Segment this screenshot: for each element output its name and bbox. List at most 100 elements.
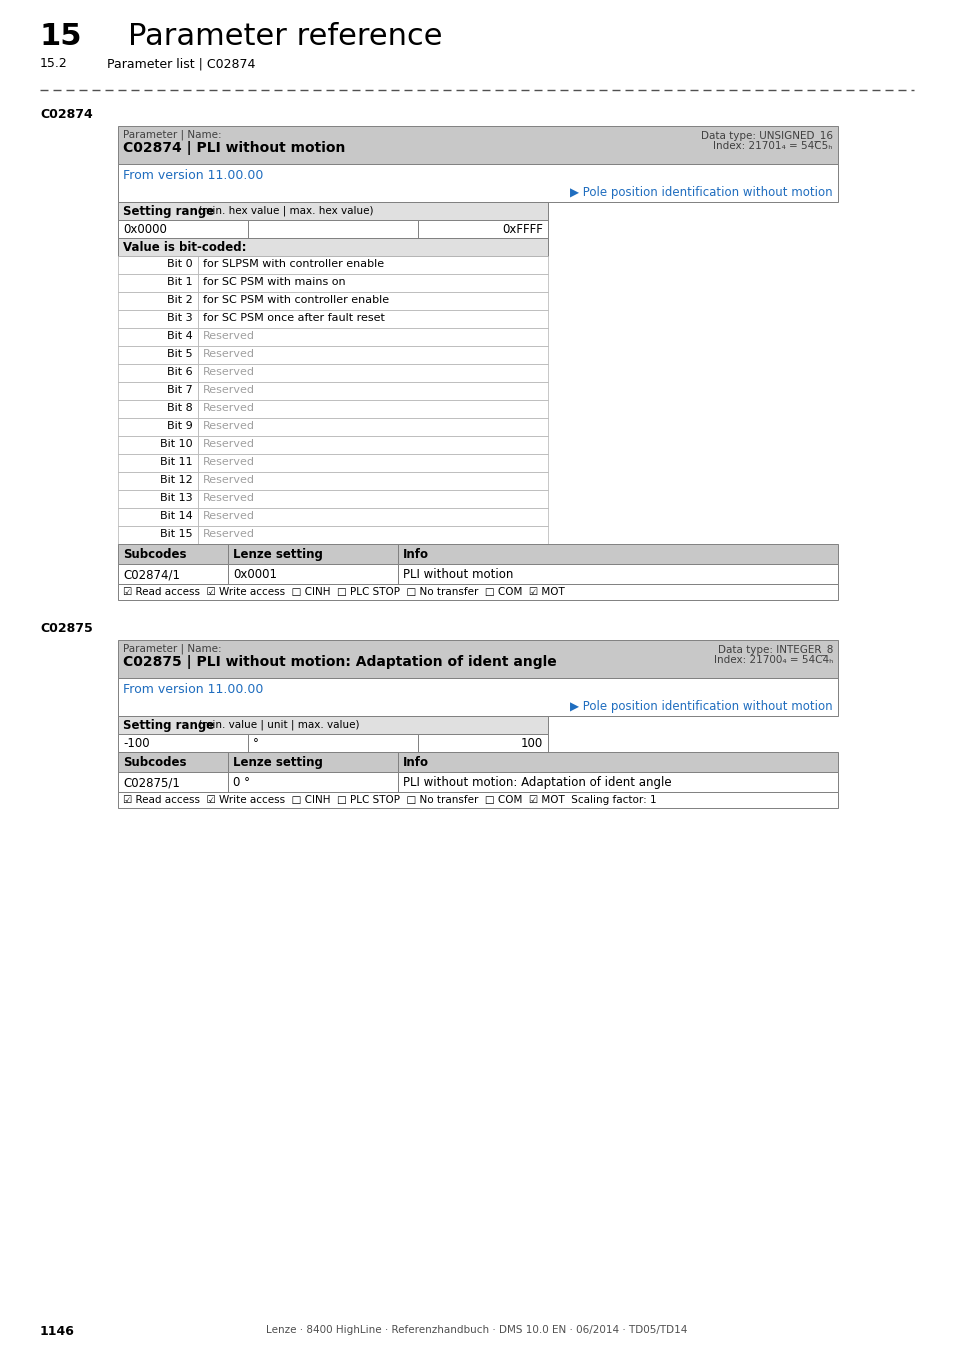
Bar — [417, 734, 547, 752]
Bar — [118, 346, 198, 365]
Text: Parameter | Name:: Parameter | Name: — [123, 130, 221, 140]
Bar — [417, 220, 547, 238]
Text: 100: 100 — [520, 737, 542, 751]
Bar — [118, 126, 837, 163]
Text: C02874 | PLI without motion: C02874 | PLI without motion — [123, 140, 345, 155]
Bar — [198, 454, 547, 472]
Text: for SC PSM once after fault reset: for SC PSM once after fault reset — [203, 313, 384, 323]
Text: Info: Info — [402, 548, 429, 562]
Bar — [228, 564, 397, 585]
Bar — [118, 752, 228, 772]
Text: Bit 8: Bit 8 — [167, 404, 193, 413]
Bar — [397, 564, 837, 585]
Bar — [118, 310, 198, 328]
Bar — [118, 585, 837, 599]
Bar — [118, 526, 198, 544]
Text: Reserved: Reserved — [203, 404, 254, 413]
Bar — [228, 752, 397, 772]
Text: Bit 7: Bit 7 — [167, 385, 193, 396]
Bar — [118, 508, 198, 526]
Bar — [228, 544, 397, 564]
Text: Info: Info — [402, 756, 429, 770]
Bar — [118, 716, 547, 734]
Text: Bit 11: Bit 11 — [160, 458, 193, 467]
Text: From version 11.00.00: From version 11.00.00 — [123, 683, 263, 697]
Bar — [397, 772, 837, 792]
Bar — [118, 734, 248, 752]
Text: PLI without motion: PLI without motion — [402, 568, 513, 580]
Text: (min. hex value | max. hex value): (min. hex value | max. hex value) — [194, 205, 374, 216]
Bar — [118, 772, 228, 792]
Bar — [118, 163, 837, 202]
Bar — [198, 382, 547, 400]
Bar — [198, 328, 547, 346]
Text: °: ° — [253, 737, 258, 751]
Text: Bit 1: Bit 1 — [167, 277, 193, 288]
Text: C02875: C02875 — [40, 622, 92, 634]
Bar — [118, 544, 228, 564]
Text: C02874: C02874 — [40, 108, 92, 122]
Bar — [118, 678, 837, 716]
Text: Reserved: Reserved — [203, 350, 254, 359]
Bar — [198, 490, 547, 508]
Text: ☑ Read access  ☑ Write access  □ CINH  □ PLC STOP  □ No transfer  □ COM  ☑ MOT: ☑ Read access ☑ Write access □ CINH □ PL… — [123, 587, 564, 597]
Text: Lenze setting: Lenze setting — [233, 548, 322, 562]
Bar — [198, 364, 547, 382]
Text: C02875 | PLI without motion: Adaptation of ident angle: C02875 | PLI without motion: Adaptation … — [123, 655, 557, 670]
Text: Parameter list | C02874: Parameter list | C02874 — [107, 57, 255, 70]
Bar — [198, 346, 547, 365]
Bar — [118, 274, 198, 292]
Text: Bit 5: Bit 5 — [167, 350, 193, 359]
Bar — [198, 526, 547, 544]
Bar — [118, 400, 198, 418]
Text: Reserved: Reserved — [203, 493, 254, 504]
Text: Value is bit-coded:: Value is bit-coded: — [123, 242, 246, 254]
Text: From version 11.00.00: From version 11.00.00 — [123, 169, 263, 182]
Bar — [198, 310, 547, 328]
Bar — [198, 274, 547, 292]
Text: Reserved: Reserved — [203, 512, 254, 521]
Bar — [198, 400, 547, 418]
Text: Bit 14: Bit 14 — [160, 512, 193, 521]
Bar — [198, 418, 547, 436]
Bar — [118, 418, 198, 436]
Bar — [397, 544, 837, 564]
Text: Data type: INTEGER_8: Data type: INTEGER_8 — [717, 644, 832, 655]
Text: Reserved: Reserved — [203, 458, 254, 467]
Text: C02874/1: C02874/1 — [123, 568, 180, 580]
Text: ▶ Pole position identification without motion: ▶ Pole position identification without m… — [570, 186, 832, 198]
Bar — [248, 220, 417, 238]
Bar — [118, 564, 228, 585]
Bar — [118, 490, 198, 508]
Text: Parameter | Name:: Parameter | Name: — [123, 644, 221, 655]
Bar — [198, 436, 547, 454]
Text: Parameter reference: Parameter reference — [128, 22, 442, 51]
Bar — [118, 256, 198, 274]
Text: Bit 13: Bit 13 — [160, 493, 193, 504]
Bar — [228, 772, 397, 792]
Text: Reserved: Reserved — [203, 529, 254, 539]
Bar — [198, 292, 547, 311]
Text: for SC PSM with mains on: for SC PSM with mains on — [203, 277, 345, 288]
Text: Bit 10: Bit 10 — [160, 439, 193, 450]
Text: 15: 15 — [40, 22, 82, 51]
Text: for SLPSM with controller enable: for SLPSM with controller enable — [203, 259, 384, 269]
Bar — [118, 364, 198, 382]
Text: Reserved: Reserved — [203, 385, 254, 396]
Text: ☑ Read access  ☑ Write access  □ CINH  □ PLC STOP  □ No transfer  □ COM  ☑ MOT  : ☑ Read access ☑ Write access □ CINH □ PL… — [123, 795, 656, 805]
Text: Bit 9: Bit 9 — [167, 421, 193, 431]
Bar — [118, 640, 837, 678]
Text: 1146: 1146 — [40, 1324, 74, 1338]
Text: Bit 12: Bit 12 — [160, 475, 193, 485]
Text: Lenze · 8400 HighLine · Referenzhandbuch · DMS 10.0 EN · 06/2014 · TD05/TD14: Lenze · 8400 HighLine · Referenzhandbuch… — [266, 1324, 687, 1335]
Text: Bit 3: Bit 3 — [167, 313, 193, 323]
Text: Bit 4: Bit 4 — [167, 331, 193, 342]
Text: Reserved: Reserved — [203, 331, 254, 342]
Bar — [198, 256, 547, 274]
Text: Index: 21701₄ = 54C5ₕ: Index: 21701₄ = 54C5ₕ — [713, 140, 832, 151]
Text: Lenze setting: Lenze setting — [233, 756, 322, 770]
Text: Reserved: Reserved — [203, 439, 254, 450]
Text: Subcodes: Subcodes — [123, 548, 186, 562]
Text: PLI without motion: Adaptation of ident angle: PLI without motion: Adaptation of ident … — [402, 776, 671, 788]
Text: Reserved: Reserved — [203, 475, 254, 485]
